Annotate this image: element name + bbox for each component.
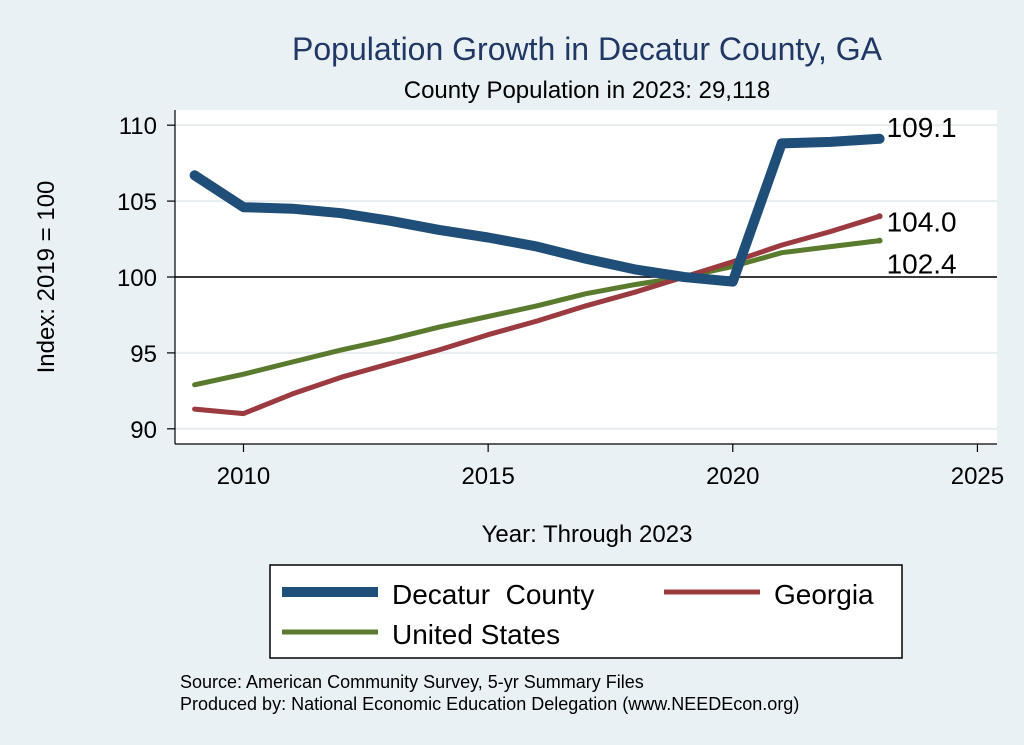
series-line-decatur xyxy=(189,133,885,287)
end-label-united-states: 102.4 xyxy=(887,249,957,280)
x-axis-label: Year: Through 2023 xyxy=(482,521,693,548)
x-tick-label-2015: 2015 xyxy=(461,463,514,490)
x-tick-label-2010: 2010 xyxy=(217,463,270,490)
legend-box xyxy=(269,564,903,659)
end-marker-georgia xyxy=(876,213,883,220)
y-axis-label: Index: 2019 = 100 xyxy=(33,181,60,374)
source-note: Source: American Community Survey, 5-yr … xyxy=(180,672,644,692)
legend-item-united-states: United States xyxy=(282,619,560,650)
legend-label-decatur: Decatur County xyxy=(392,579,594,610)
end-label-georgia: 104.0 xyxy=(887,206,957,237)
x-tick-label-2025: 2025 xyxy=(951,463,1004,490)
series-line-united-states xyxy=(192,238,883,388)
y-tick-label-100: 100 xyxy=(117,265,157,292)
chart-subtitle: County Population in 2023: 29,118 xyxy=(404,77,771,104)
series-lines xyxy=(189,133,885,417)
chart-title: Population Growth in Decatur County, GA xyxy=(292,31,883,67)
y-tick-label-105: 105 xyxy=(117,189,157,216)
legend-item-georgia: Georgia xyxy=(664,579,874,610)
x-axis-ticks: 2010 2015 2020 2025 xyxy=(217,444,1004,490)
end-marker-decatur xyxy=(876,135,883,142)
end-marker-united-states xyxy=(876,237,883,244)
y-axis-ticks: 90 95 100 105 110 xyxy=(117,113,175,444)
series-line-georgia xyxy=(192,213,883,417)
y-tick-label-110: 110 xyxy=(119,113,157,140)
legend-item-decatur: Decatur County xyxy=(282,579,594,610)
y-tick-label-95: 95 xyxy=(130,341,157,368)
legend-label-georgia: Georgia xyxy=(774,579,874,610)
y-tick-label-90: 90 xyxy=(130,417,157,444)
end-labels: 102.4 104.0 109.1 xyxy=(887,112,957,280)
legend-label-united-states: United States xyxy=(392,619,560,650)
end-label-decatur: 109.1 xyxy=(887,112,957,143)
x-tick-label-2020: 2020 xyxy=(706,463,759,490)
producer-note: Produced by: National Economic Education… xyxy=(180,694,799,714)
